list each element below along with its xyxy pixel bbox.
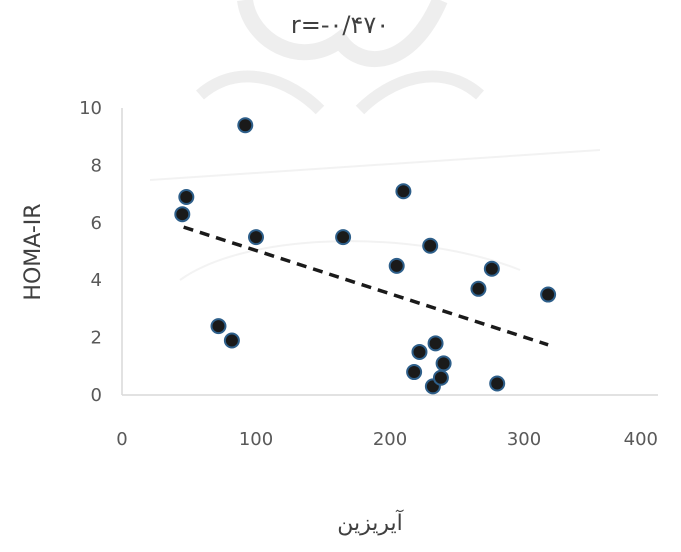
data-point [406, 364, 423, 381]
data-point [422, 237, 439, 254]
data-point [489, 375, 506, 392]
x-tick-label: 100 [239, 429, 273, 450]
y-tick-label: 4 [91, 270, 102, 291]
data-point [248, 229, 264, 246]
x-tick-label: 0 [116, 429, 127, 450]
data-point [411, 343, 428, 360]
x-tick-label: 200 [373, 429, 407, 450]
data-point [483, 260, 500, 277]
y-axis-title: HOMA-IR [21, 203, 46, 300]
data-points [174, 117, 557, 395]
y-tick-labels: 0 2 4 6 8 10 [79, 98, 102, 406]
y-tick-label: 2 [91, 328, 102, 349]
data-point [395, 183, 412, 200]
data-point [540, 286, 557, 303]
data-point [174, 206, 191, 223]
y-tick-label: 8 [91, 155, 102, 176]
data-point [427, 335, 444, 352]
data-point [435, 355, 452, 372]
data-point [223, 332, 240, 349]
chart-title: r=-۰/۴۷۰ [291, 11, 389, 39]
y-tick-label: 0 [91, 385, 102, 406]
axes [121, 108, 658, 396]
data-point [210, 318, 227, 335]
x-axis-title: آیریزین [337, 509, 403, 536]
x-tick-labels: 0 100 200 300 400 [116, 429, 658, 450]
data-point [178, 188, 195, 205]
y-tick-label: 6 [91, 213, 102, 234]
data-point [470, 280, 487, 297]
y-tick-label: 10 [79, 98, 102, 119]
trendline-layer [183, 225, 549, 347]
x-tick-label: 400 [624, 429, 658, 450]
x-tick-label: 300 [507, 429, 541, 450]
data-point [335, 229, 352, 246]
data-point [388, 257, 405, 274]
data-point [432, 369, 449, 386]
data-point [237, 117, 254, 134]
trendline [183, 225, 549, 347]
